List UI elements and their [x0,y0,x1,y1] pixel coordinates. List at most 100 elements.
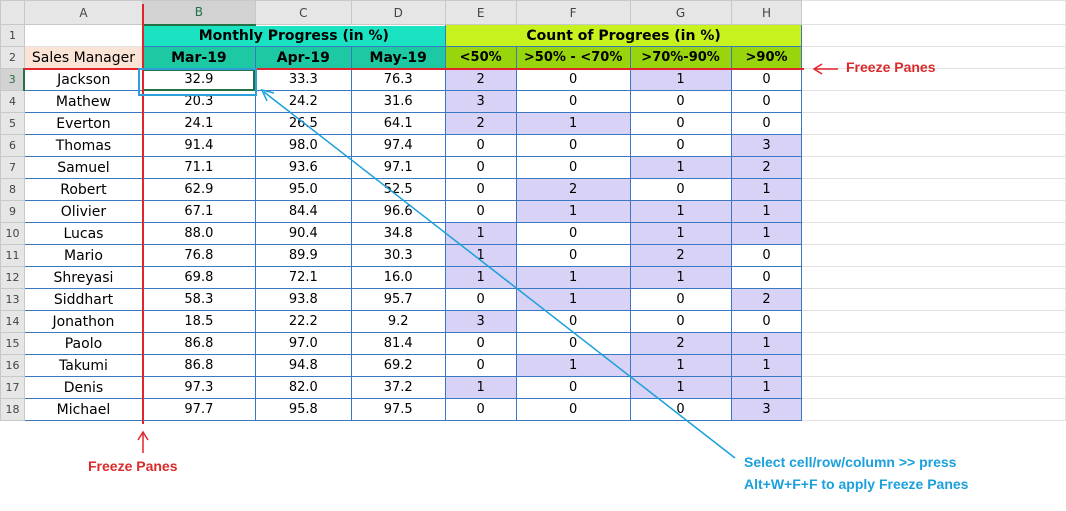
count-value-cell[interactable]: 1 [444,266,517,289]
count-value-cell[interactable]: 0 [629,288,732,311]
count-value-cell[interactable]: 0 [444,288,517,311]
progress-value-cell[interactable]: 96.6 [350,200,446,223]
manager-name-cell[interactable]: Jackson [23,68,143,91]
column-header-g[interactable]: G [629,0,732,25]
empty-cell[interactable] [801,376,1066,399]
row-header-9[interactable]: 9 [0,200,25,223]
manager-name-cell[interactable]: Denis [23,376,143,399]
progress-value-cell[interactable]: 22.2 [254,310,352,333]
count-value-cell[interactable]: 1 [730,200,803,223]
empty-cell[interactable] [801,354,1066,377]
progress-value-cell[interactable]: 97.4 [350,134,446,157]
count-value-cell[interactable]: 2 [730,156,803,179]
count-value-cell[interactable]: 1 [444,376,517,399]
count-value-cell[interactable]: 1 [730,376,803,399]
count-value-cell[interactable]: 0 [515,90,631,113]
count-value-cell[interactable]: 1 [730,222,803,245]
row-header-18[interactable]: 18 [0,398,25,421]
row-header-4[interactable]: 4 [0,90,25,113]
count-value-cell[interactable]: 2 [629,244,732,267]
progress-value-cell[interactable]: 34.8 [350,222,446,245]
count-value-cell[interactable]: 1 [629,266,732,289]
empty-cell[interactable] [801,222,1066,245]
row-header-7[interactable]: 7 [0,156,25,179]
count-value-cell[interactable]: 3 [730,134,803,157]
count-value-cell[interactable]: 0 [629,178,732,201]
progress-value-cell[interactable]: 37.2 [350,376,446,399]
count-value-cell[interactable]: 1 [629,354,732,377]
row-header-13[interactable]: 13 [0,288,25,311]
manager-name-cell[interactable]: Shreyasi [23,266,143,289]
count-value-cell[interactable]: 0 [444,354,517,377]
column-header-d[interactable]: D [350,0,446,25]
column-header-b[interactable]: B [141,0,256,26]
count-value-cell[interactable]: 0 [730,244,803,267]
empty-cell[interactable] [801,134,1066,157]
count-value-cell[interactable]: 0 [515,68,631,91]
count-value-cell[interactable]: 1 [629,376,732,399]
cell-a1[interactable] [23,24,143,47]
count-value-cell[interactable]: 1 [730,332,803,355]
count-value-cell[interactable]: 0 [515,244,631,267]
count-value-cell[interactable]: 2 [515,178,631,201]
row-header-10[interactable]: 10 [0,222,25,245]
count-value-cell[interactable]: 0 [730,266,803,289]
progress-value-cell[interactable]: 58.3 [141,288,256,311]
progress-value-cell[interactable]: 88.0 [141,222,256,245]
count-value-cell[interactable]: 1 [629,222,732,245]
progress-value-cell[interactable]: 94.8 [254,354,352,377]
bucket-header[interactable]: >90% [730,46,803,69]
progress-value-cell[interactable]: 31.6 [350,90,446,113]
count-value-cell[interactable]: 1 [730,354,803,377]
count-value-cell[interactable]: 0 [515,398,631,421]
progress-value-cell[interactable]: 97.5 [350,398,446,421]
count-value-cell[interactable]: 2 [444,68,517,91]
count-value-cell[interactable]: 0 [629,310,732,333]
progress-value-cell[interactable]: 91.4 [141,134,256,157]
count-value-cell[interactable]: 0 [730,68,803,91]
progress-value-cell[interactable]: 97.7 [141,398,256,421]
count-value-cell[interactable]: 0 [629,398,732,421]
count-value-cell[interactable]: 1 [515,112,631,135]
progress-value-cell[interactable]: 95.8 [254,398,352,421]
count-value-cell[interactable]: 2 [730,288,803,311]
count-value-cell[interactable]: 2 [629,332,732,355]
manager-name-cell[interactable]: Paolo [23,332,143,355]
manager-name-cell[interactable]: Mario [23,244,143,267]
progress-value-cell[interactable]: 64.1 [350,112,446,135]
empty-cell[interactable] [801,200,1066,223]
progress-value-cell[interactable]: 93.8 [254,288,352,311]
count-value-cell[interactable]: 0 [515,156,631,179]
empty-cell[interactable] [801,156,1066,179]
manager-name-cell[interactable]: Thomas [23,134,143,157]
progress-value-cell[interactable]: 76.8 [141,244,256,267]
column-header-e[interactable]: E [444,0,517,25]
empty-cell[interactable] [801,288,1066,311]
row-header-6[interactable]: 6 [0,134,25,157]
manager-name-cell[interactable]: Lucas [23,222,143,245]
progress-value-cell[interactable]: 26.5 [254,112,352,135]
progress-value-cell[interactable]: 76.3 [350,68,446,91]
progress-value-cell[interactable]: 89.9 [254,244,352,267]
count-value-cell[interactable]: 0 [515,310,631,333]
progress-value-cell[interactable]: 24.2 [254,90,352,113]
count-value-cell[interactable]: 0 [515,332,631,355]
progress-value-cell[interactable]: 67.1 [141,200,256,223]
progress-value-cell[interactable]: 86.8 [141,332,256,355]
empty-cell[interactable] [801,266,1066,289]
count-value-cell[interactable]: 0 [515,134,631,157]
count-value-cell[interactable]: 0 [629,112,732,135]
column-header-f[interactable]: F [515,0,631,25]
manager-name-cell[interactable]: Everton [23,112,143,135]
count-value-cell[interactable]: 0 [444,178,517,201]
progress-value-cell[interactable]: 24.1 [141,112,256,135]
count-value-cell[interactable]: 0 [730,310,803,333]
column-header-h[interactable]: H [730,0,803,25]
progress-value-cell[interactable]: 71.1 [141,156,256,179]
empty-cell[interactable] [801,398,1066,421]
progress-value-cell[interactable]: 86.8 [141,354,256,377]
manager-name-cell[interactable]: Michael [23,398,143,421]
count-value-cell[interactable]: 0 [444,134,517,157]
row-header-12[interactable]: 12 [0,266,25,289]
row-header-5[interactable]: 5 [0,112,25,135]
